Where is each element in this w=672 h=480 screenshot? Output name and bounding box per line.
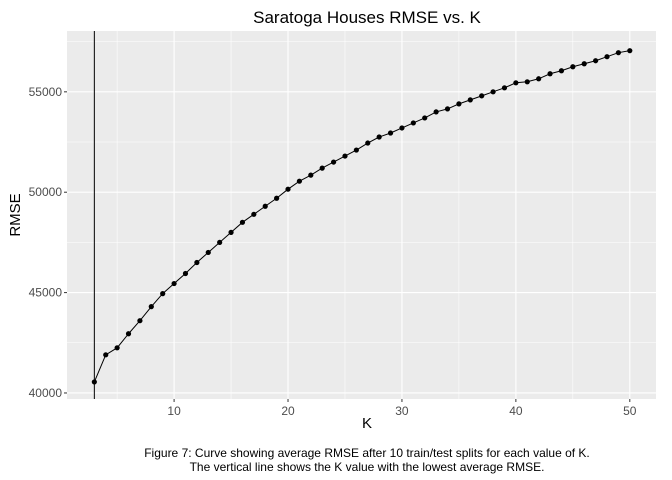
x-tick-label: 30 (395, 404, 409, 418)
rmse-point (148, 304, 154, 310)
rmse-point (308, 172, 314, 178)
rmse-point (467, 97, 473, 103)
rmse-point (376, 134, 382, 140)
x-axis-title: K (362, 415, 372, 432)
major-gridlines (67, 31, 656, 399)
y-tick-label: 40000 (29, 386, 63, 400)
y-tick-label: 50000 (29, 185, 63, 199)
rmse-point (410, 120, 416, 126)
rmse-point (558, 68, 565, 74)
y-tick-label: 45000 (29, 286, 63, 300)
x-tick-label: 10 (167, 404, 181, 418)
rmse-point (490, 89, 496, 95)
rmse-point (91, 379, 97, 385)
x-tick-label: 40 (509, 404, 523, 418)
y-axis-ticks: 40000 45000 50000 55000 (29, 85, 67, 400)
rmse-point (387, 130, 394, 136)
x-tick-label: 50 (623, 404, 637, 418)
y-tick-label: 55000 (29, 85, 63, 99)
rmse-point (513, 80, 519, 86)
rmse-point (103, 352, 109, 358)
rmse-point (114, 345, 120, 351)
rmse-point (251, 211, 257, 217)
rmse-point (274, 195, 280, 201)
x-tick-label: 20 (281, 404, 295, 418)
rmse-point (353, 147, 359, 153)
rmse-point (570, 64, 576, 70)
rmse-point (433, 109, 439, 115)
rmse-point (593, 58, 599, 64)
rmse-point (627, 48, 633, 54)
rmse-point (501, 85, 508, 91)
rmse-point (319, 165, 325, 171)
rmse-point (262, 203, 268, 209)
rmse-point (547, 71, 553, 77)
rmse-point (456, 101, 462, 107)
plot-panel (67, 31, 656, 399)
rmse-point (125, 331, 132, 337)
figure-caption-line-1: Figure 7: Curve showing average RMSE aft… (144, 446, 590, 460)
figure-caption-line-2: The vertical line shows the K value with… (190, 460, 545, 474)
rmse-point (182, 270, 189, 277)
series-group (91, 48, 633, 385)
y-axis-title: RMSE (7, 193, 24, 236)
rmse-point (160, 290, 166, 297)
x-axis-ticks: 10 20 30 40 50 (167, 399, 637, 418)
rmse-point (479, 93, 485, 99)
rmse-point (365, 140, 371, 146)
rmse-point (171, 280, 177, 287)
rmse-point (536, 76, 542, 82)
rmse-point (422, 115, 428, 121)
rmse-point (194, 259, 200, 266)
rmse-point (444, 106, 451, 112)
rmse-point (137, 318, 143, 324)
rmse-point (296, 178, 303, 184)
rmse-point (342, 153, 348, 159)
rmse-point (239, 219, 246, 225)
rmse-point (581, 61, 587, 67)
chart-title: Saratoga Houses RMSE vs. K (253, 8, 481, 27)
rmse-point (217, 239, 223, 246)
rmse-point (330, 159, 337, 165)
rmse-point (524, 79, 530, 85)
rmse-point (205, 249, 211, 256)
rmse-point (285, 186, 291, 192)
rmse-point (615, 50, 622, 56)
rmse-point (399, 125, 405, 131)
rmse-point (228, 229, 234, 235)
rmse-point (604, 54, 610, 60)
